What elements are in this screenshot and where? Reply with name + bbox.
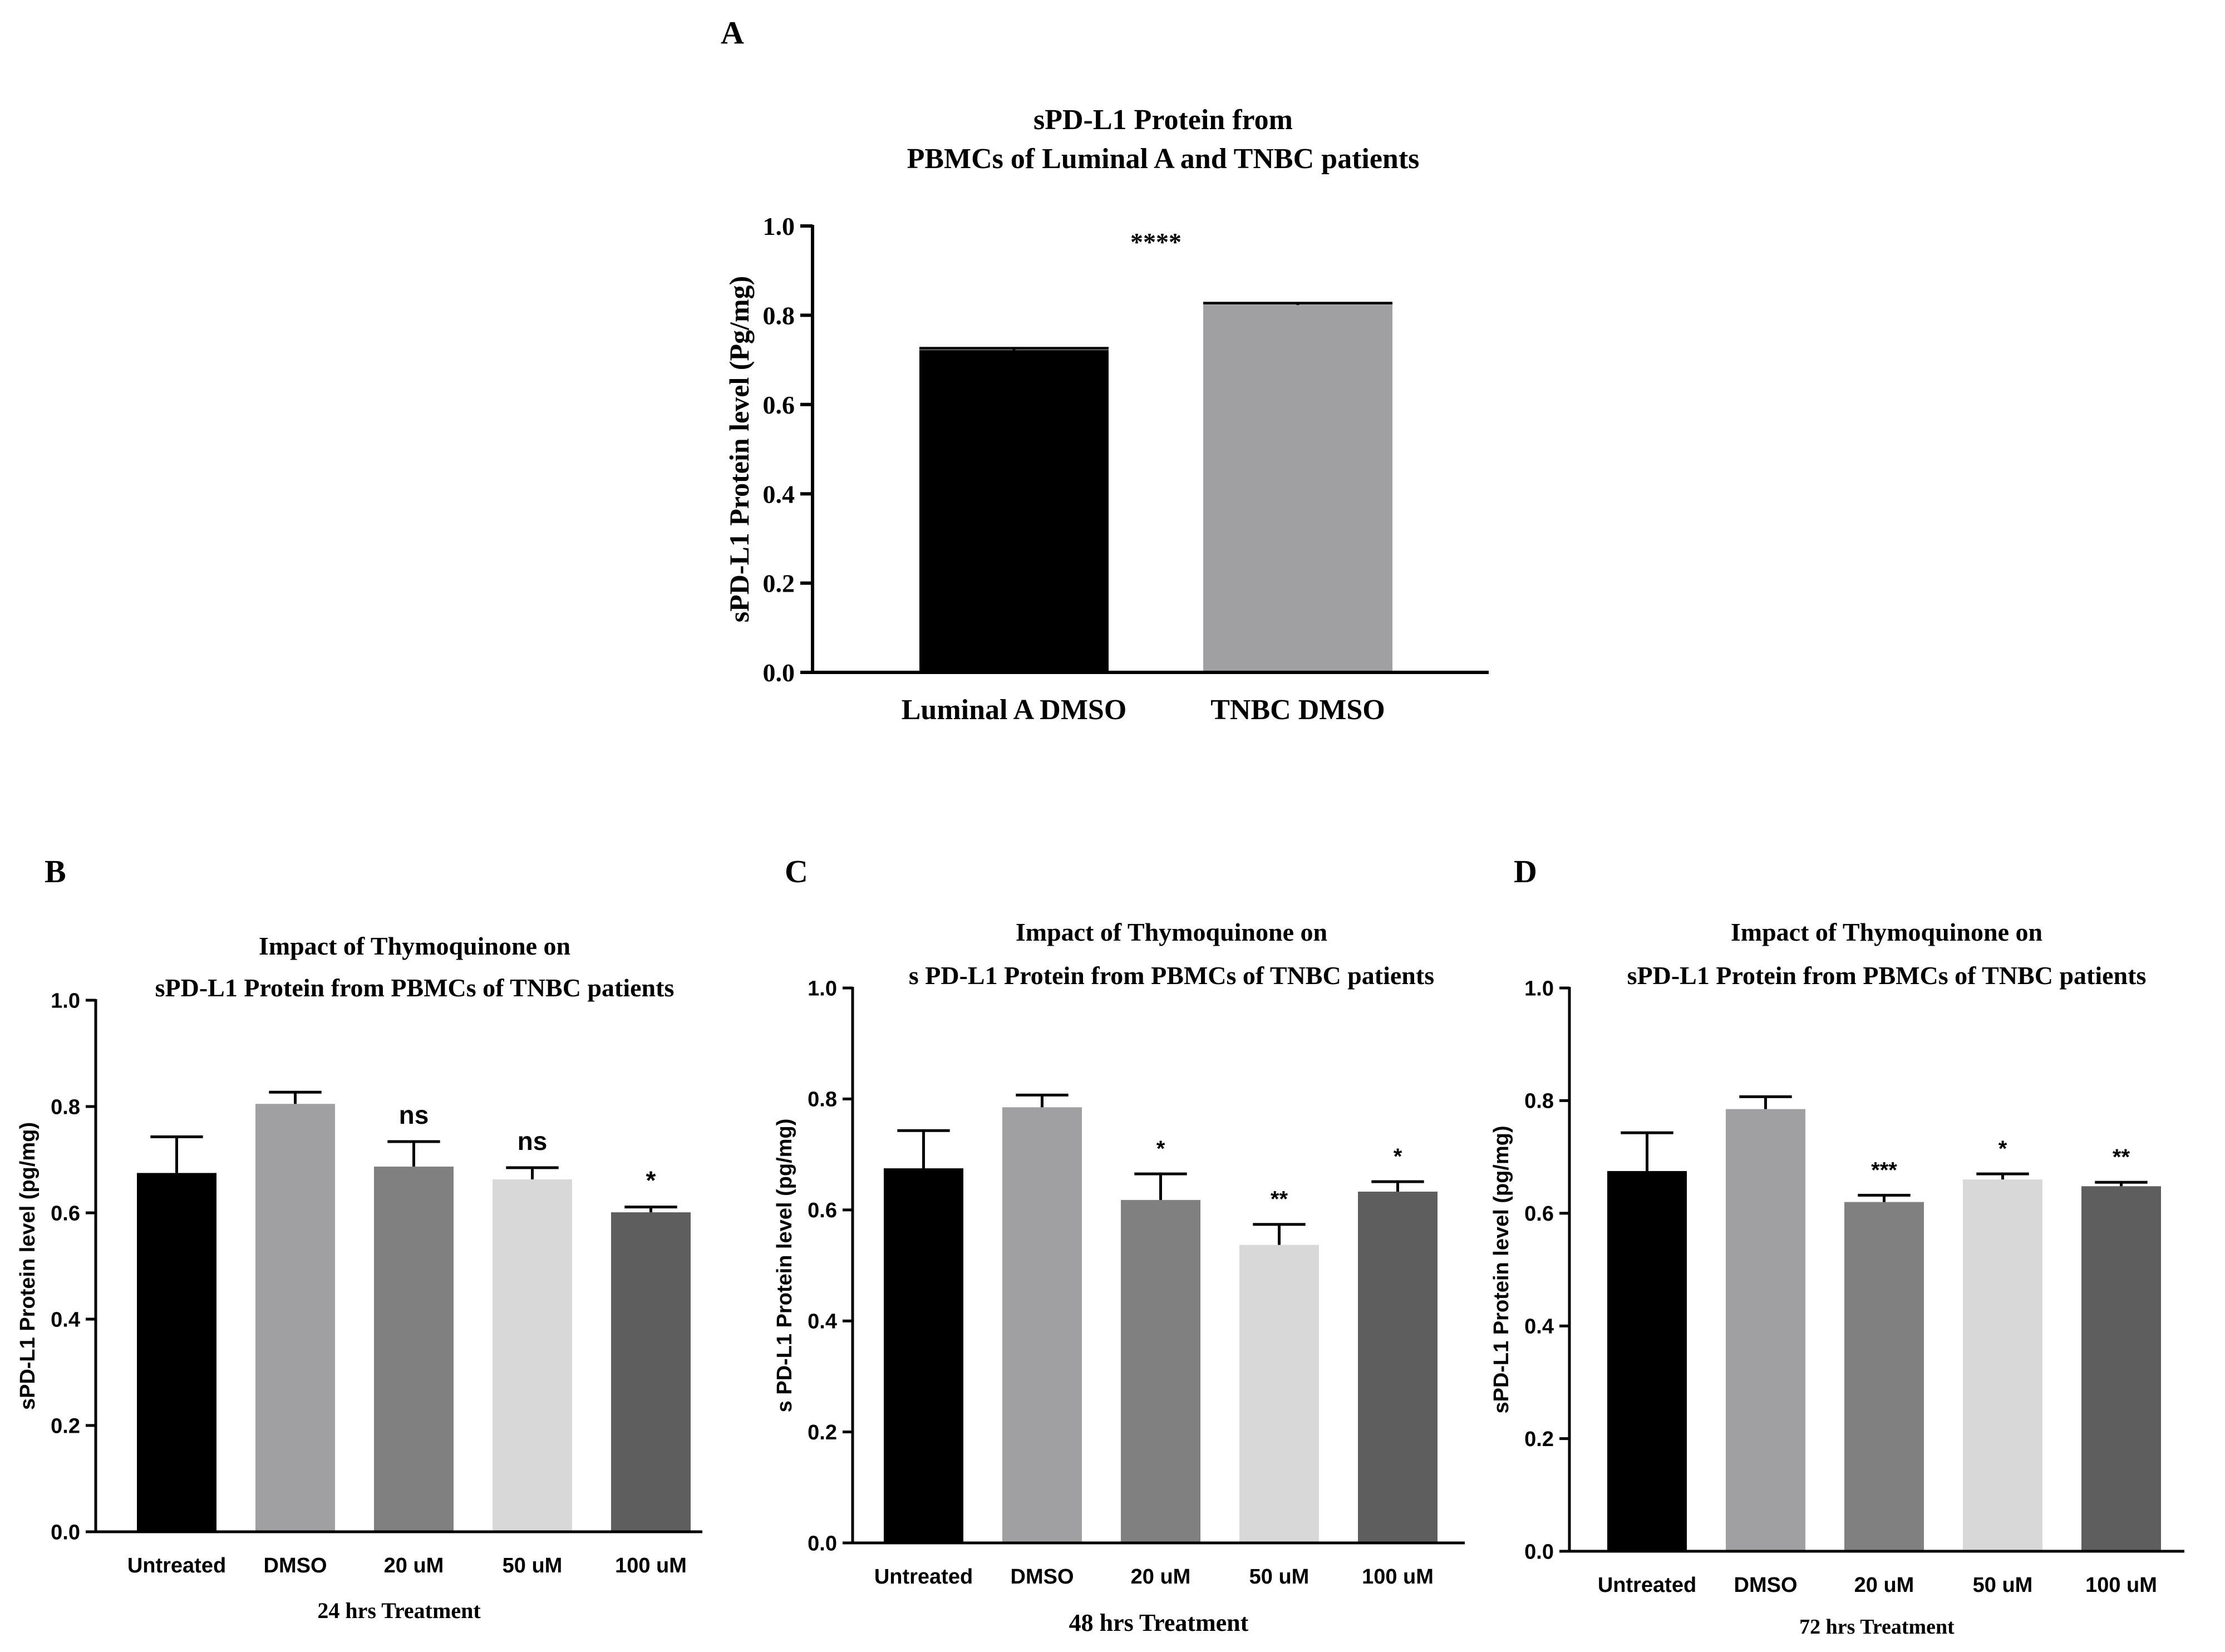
chart-a-category-label: Luminal A DMSO <box>902 694 1127 726</box>
chart-a-y-tick-label: 0.0 <box>763 658 795 687</box>
chart-b-bar <box>493 1179 572 1532</box>
chart-d-x-axis-label: 72 hrs Treatment <box>1799 1615 1955 1639</box>
chart-a-y-tick-label: 0.2 <box>763 569 795 598</box>
chart-c-title-line: s PD-L1 Protein from PBMCs of TNBC patie… <box>909 961 1434 990</box>
chart-b-bar <box>255 1104 335 1532</box>
chart-d-category-label: 100 uM <box>2085 1574 2157 1597</box>
chart-c-category-label: 20 uM <box>1131 1565 1191 1589</box>
chart-c-y-tick-label: 0.2 <box>808 1421 837 1444</box>
chart-c-y-axis-label: s PD-L1 Protein level (pg/mg) <box>773 1119 796 1413</box>
chart-a-significance-annotation: **** <box>1130 228 1182 256</box>
chart-d: Impact of Thymoquinone on sPD-L1 Protein … <box>1490 918 2184 1639</box>
chart-d-category-label: 20 uM <box>1854 1574 1914 1597</box>
chart-c-title-line: Impact of Thymoquinone on <box>1016 918 1327 946</box>
chart-b-bar <box>611 1212 691 1532</box>
chart-b-y-tick-label: 0.2 <box>51 1414 80 1438</box>
chart-c-bar <box>1358 1191 1438 1543</box>
chart-c-category-label: 100 uM <box>1362 1565 1434 1589</box>
chart-d-title-line: sPD-L1 Protein from PBMCs of TNBC patien… <box>1627 961 2147 990</box>
chart-b-y-tick-label: 0.8 <box>51 1095 80 1119</box>
panel-label-a-wrap: A <box>721 14 744 51</box>
chart-b-title-line: sPD-L1 Protein from PBMCs of TNBC patien… <box>155 974 675 1002</box>
chart-b-category-label: 50 uM <box>503 1554 563 1577</box>
chart-d-category-label: 50 uM <box>1973 1574 2033 1597</box>
chart-c-significance-label: ** <box>1271 1187 1288 1212</box>
chart-d-category-label: Untreated <box>1598 1574 1696 1597</box>
chart-c-y-tick-label: 0.4 <box>808 1310 837 1334</box>
chart-a-y-tick-label: 1.0 <box>763 212 795 240</box>
panel-label-c-wrap: C <box>785 853 808 889</box>
chart-b-category-label: 100 uM <box>615 1554 687 1577</box>
chart-d-bar <box>2081 1186 2161 1551</box>
chart-b-y-tick-label: 0.6 <box>51 1202 80 1225</box>
chart-d-bar <box>1607 1171 1687 1551</box>
chart-d-significance-label: ** <box>2113 1145 2130 1169</box>
chart-a-bar <box>1203 304 1392 672</box>
chart-d-bar <box>1963 1179 2042 1551</box>
chart-a-category-label: TNBC DMSO <box>1210 694 1385 726</box>
chart-b-bar <box>137 1173 216 1532</box>
chart-c-y-tick-label: 0.0 <box>808 1532 837 1555</box>
chart-c-bar <box>884 1168 963 1543</box>
chart-b-significance-label: * <box>646 1166 656 1194</box>
chart-c-category-label: 50 uM <box>1249 1565 1310 1589</box>
chart-b-significance-label: ns <box>518 1127 548 1156</box>
chart-d-category-label: DMSO <box>1734 1574 1798 1597</box>
chart-c-bar <box>1239 1245 1319 1543</box>
chart-d-bar <box>1726 1109 1805 1551</box>
chart-b-y-tick-label: 1.0 <box>51 989 80 1012</box>
chart-d-significance-label: *** <box>1871 1158 1897 1182</box>
chart-c-significance-label: * <box>1156 1137 1165 1161</box>
chart-b-title-line: Impact of Thymoquinone on <box>259 932 570 960</box>
chart-b-category-label: DMSO <box>264 1554 327 1577</box>
chart-d-title-line: Impact of Thymoquinone on <box>1731 918 2042 946</box>
chart-d-y-tick-label: 0.6 <box>1524 1202 1554 1226</box>
chart-b-category-label: 20 uM <box>384 1554 444 1577</box>
chart-b-bar <box>374 1166 454 1532</box>
chart-a-y-axis-label: sPD-L1 Protein level (Pg/mg) <box>723 276 755 623</box>
chart-b-category-label: Untreated <box>127 1554 226 1577</box>
chart-a-y-tick-label: 0.8 <box>763 302 795 330</box>
chart-b-x-axis-label: 24 hrs Treatment <box>317 1598 481 1623</box>
chart-d-bar <box>1844 1202 1924 1551</box>
panel-label-b: B <box>45 853 66 889</box>
chart-b-y-tick-label: 0.4 <box>51 1308 80 1331</box>
chart-a-bar <box>919 350 1109 672</box>
chart-b: Impact of Thymoquinone on sPD-L1 Protein … <box>16 932 702 1623</box>
chart-c-y-tick-label: 1.0 <box>808 977 837 1000</box>
chart-c-bar <box>1002 1107 1082 1543</box>
chart-d-y-tick-label: 1.0 <box>1524 977 1554 1000</box>
chart-d-y-tick-label: 0.0 <box>1524 1540 1554 1564</box>
panel-label-b-wrap: B <box>45 853 66 889</box>
chart-c-x-axis-label: 48 hrs Treatment <box>1069 1609 1249 1636</box>
panel-label-d: D <box>1514 853 1537 889</box>
chart-c-significance-label: * <box>1394 1144 1402 1169</box>
chart-a-y-tick-label: 0.4 <box>763 480 795 508</box>
chart-b-y-tick-label: 0.0 <box>51 1521 80 1544</box>
chart-a: sPD-L1 Protein from PBMCs of Luminal A an… <box>723 104 1489 726</box>
chart-c-category-label: DMSO <box>1011 1565 1074 1589</box>
chart-a-title-line: PBMCs of Luminal A and TNBC patients <box>907 143 1420 175</box>
panel-label-c: C <box>785 853 808 889</box>
chart-c-y-tick-label: 0.8 <box>808 1088 837 1112</box>
chart-c-bar <box>1121 1199 1200 1543</box>
chart-b-significance-label: ns <box>399 1100 429 1129</box>
chart-d-y-tick-label: 0.2 <box>1524 1428 1554 1451</box>
chart-d-y-tick-label: 0.4 <box>1524 1315 1554 1339</box>
chart-c-category-label: Untreated <box>874 1565 973 1589</box>
chart-d-y-tick-label: 0.8 <box>1524 1090 1554 1113</box>
chart-c-y-tick-label: 0.6 <box>808 1199 837 1222</box>
chart-d-y-axis-label: sPD-L1 Protein level (pg/mg) <box>1490 1125 1513 1413</box>
chart-c: Impact of Thymoquinone on s PD-L1 Protein… <box>773 918 1465 1636</box>
panel-label-d-wrap: D <box>1514 853 1537 889</box>
chart-b-y-axis-label: sPD-L1 Protein level (pg/mg) <box>16 1122 40 1410</box>
chart-a-y-tick-label: 0.6 <box>763 391 795 419</box>
chart-d-significance-label: * <box>1998 1137 2007 1161</box>
panel-label-a: A <box>721 14 744 51</box>
chart-a-title-line: sPD-L1 Protein from <box>1033 104 1293 136</box>
